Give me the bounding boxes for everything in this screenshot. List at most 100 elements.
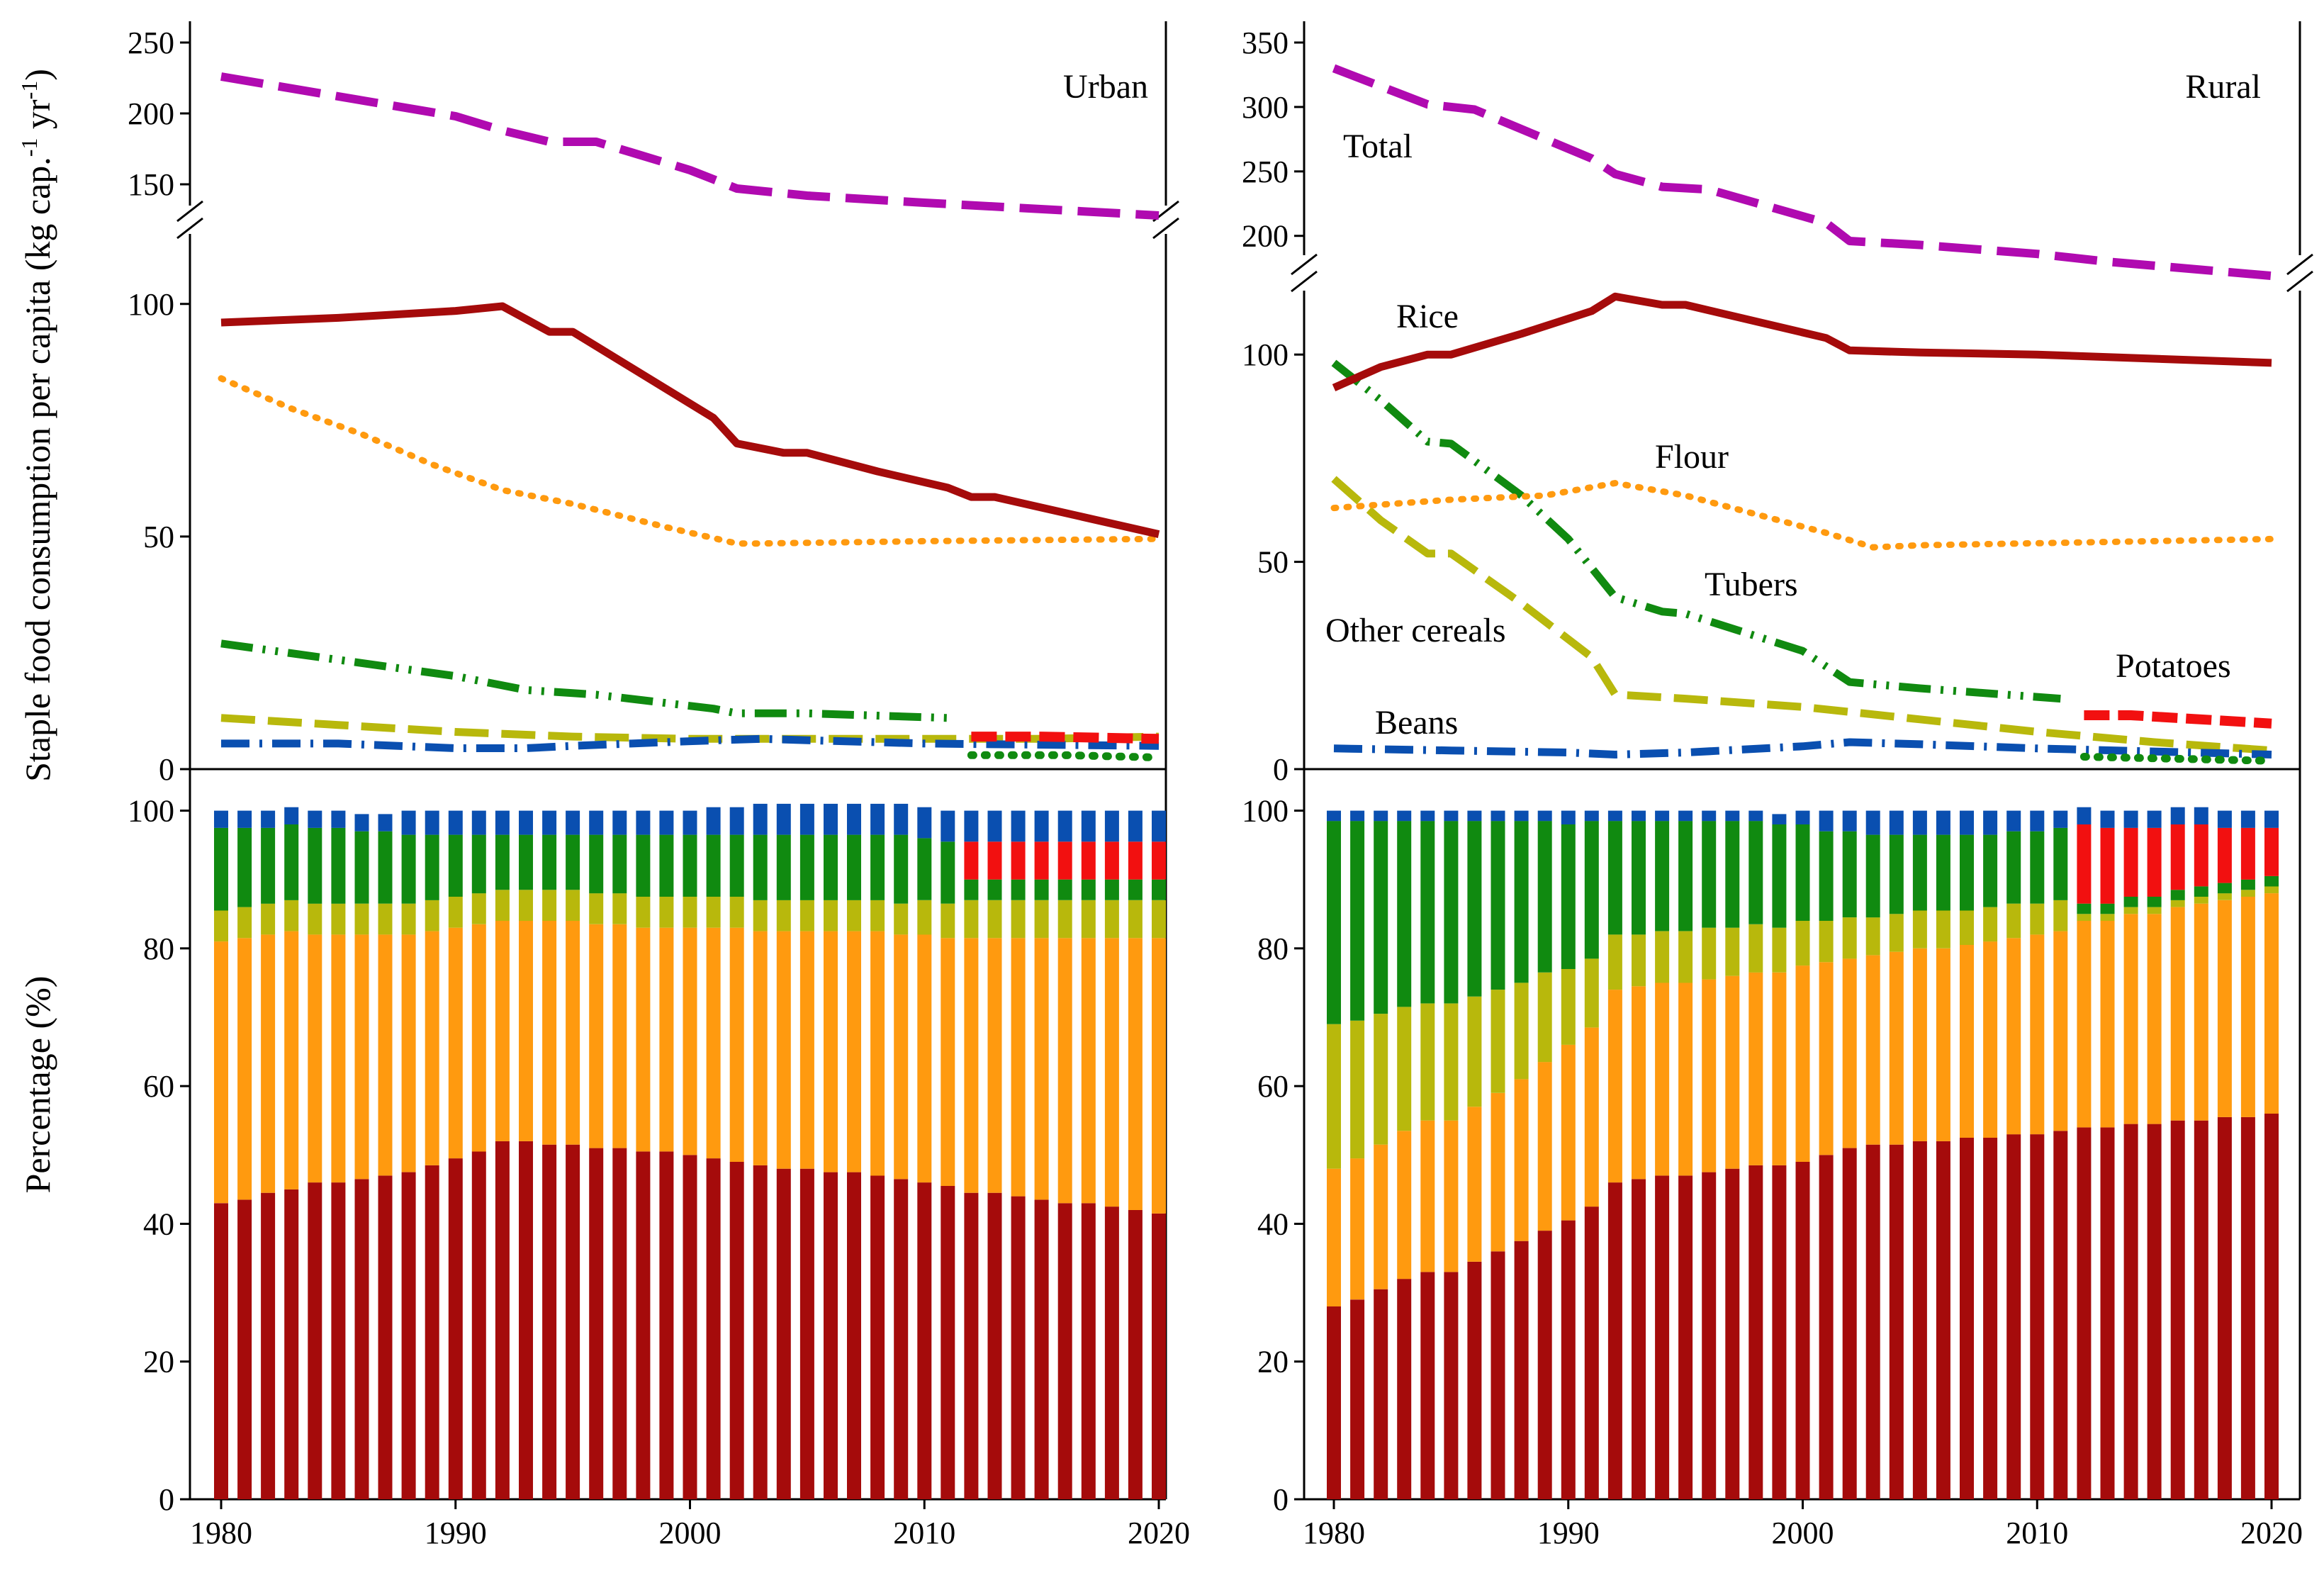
bar-segment-other [566,890,580,921]
bar-segment-tubers [799,834,814,900]
bar-segment-tubers [2240,879,2255,890]
bar-segment-flour [425,931,439,1165]
bar-segment-beans [308,810,322,828]
bar-segment-flour [1374,1144,1388,1289]
bar-segment-beans [1034,810,1049,842]
bar-segment-rice [1034,1199,1049,1499]
bar-segment-beans [2006,810,2021,832]
bar-segment-rice [964,1192,979,1499]
bar-segment-tubers [331,827,346,904]
bar-segment-flour [1537,1062,1552,1231]
bar-segment-flour [1889,951,1904,1145]
bar-segment-beans [847,803,861,835]
bar-segment-flour [1725,975,1740,1169]
label-flour: Flour [1655,438,1729,476]
pct-y-tick-label: 60 [1257,1069,1289,1104]
bar-segment-potatoes [987,841,1002,880]
bar-segment-rice [589,1148,604,1499]
bar-segment-flour [1420,1120,1435,1272]
bar-segment-tubers [1081,879,1096,900]
y-axis-title-percentage: Percentage (%) [18,976,57,1194]
bar-segment-beans [214,810,228,828]
bar-segment-rice [1819,1155,1834,1499]
bar-segment-tubers [1374,821,1388,1014]
bar-segment-other [1795,921,1810,966]
bar-segment-tubers [1842,831,1857,918]
bar-segment-potatoes [2077,824,2092,904]
bar-segment-tubers [1819,831,1834,921]
bar-segment-flour [1104,938,1119,1207]
series-line-tubers-tail [967,751,1163,762]
bar-segment-rice [354,1179,369,1499]
bar-segment-beans [1607,810,1622,822]
bar-segment-rice [729,1162,744,1499]
axis-break [2286,253,2313,276]
bar-segment-rice [1960,1138,1974,1499]
bar-segment-rice [378,1175,393,1499]
y-title-part3: ) [18,69,57,81]
bar-segment-flour [1655,982,1670,1176]
bar-segment-other [659,897,674,928]
series-line-total [220,72,1160,220]
bar-segment-other [729,897,744,928]
label-tubers: Tubers [1705,566,1798,603]
bar-segment-other [589,893,604,924]
pct-y-tick-label: 0 [159,1482,174,1517]
bar-segment-flour [2006,938,2021,1135]
bar-segment-rice [824,1172,838,1499]
bar-segment-rice [2240,1116,2255,1499]
bar-segment-rice [1011,1196,1026,1499]
pct-y-tick-label: 40 [143,1207,174,1241]
mid-y-tick-label: 100 [128,287,174,322]
bar-segment-beans [2264,810,2279,828]
bar-segment-beans [1491,810,1505,822]
bar-segment-rice [2170,1120,2185,1499]
bar-segment-rice [636,1151,651,1499]
series-line-flour [1330,480,2275,551]
bar-segment-other [1128,900,1143,939]
bar-segment-rice [1514,1241,1529,1499]
bar-segment-other [1327,1024,1341,1169]
x-tick-label: 1980 [1303,1516,1365,1550]
bar-segment-rice [1936,1141,1950,1499]
bar-segment-beans [1655,810,1670,822]
bar-segment-other [2077,914,2092,921]
bar-segment-tubers [753,834,768,900]
bar-segment-tubers [2053,827,2068,900]
bar-segment-tubers [542,834,557,890]
bar-segment-flour [847,931,861,1172]
panel-urban: Urban 150 200 250 0 50 100 0 20 40 60 80 100 1980 199… [128,21,1190,1550]
bar-segment-flour [378,934,393,1176]
bar-segment-rice [1104,1207,1119,1499]
bar-segment-other [1057,900,1072,939]
bar-segment-tubers [1128,879,1143,900]
bar-segment-tubers [261,827,276,904]
bar-segment-tubers [683,834,697,897]
bar-segment-tubers [1584,821,1599,959]
axis-break [1291,270,1318,293]
y-title-sup1: -1 [16,138,42,157]
series-line-potatoes [971,732,1160,744]
bar-segment-beans [284,807,299,824]
bar-segment-other [2100,914,2115,921]
bar-segment-rice [799,1168,814,1499]
bar-segment-beans [1725,810,1740,822]
bar-segment-other [354,903,369,935]
bar-segment-rice [1772,1165,1787,1499]
bar-segment-rice [1350,1299,1365,1499]
bar-segment-flour [964,938,979,1193]
bar-segment-tubers [1960,834,1974,911]
pct-y-tick-label: 100 [1242,794,1289,829]
bar-segment-rice [237,1199,252,1499]
bar-segment-other [1748,924,1763,973]
bar-segment-beans [401,810,416,835]
bar-segment-rice [1057,1203,1072,1499]
bar-segment-tubers [1632,821,1646,935]
bar-segment-rice [448,1158,463,1499]
bar-segment-rice [2006,1134,2021,1499]
pct-y-tick-label: 60 [143,1069,174,1104]
bar-segment-flour [331,934,346,1183]
bar-segment-tubers [987,879,1002,900]
bar-segment-flour [659,927,674,1152]
